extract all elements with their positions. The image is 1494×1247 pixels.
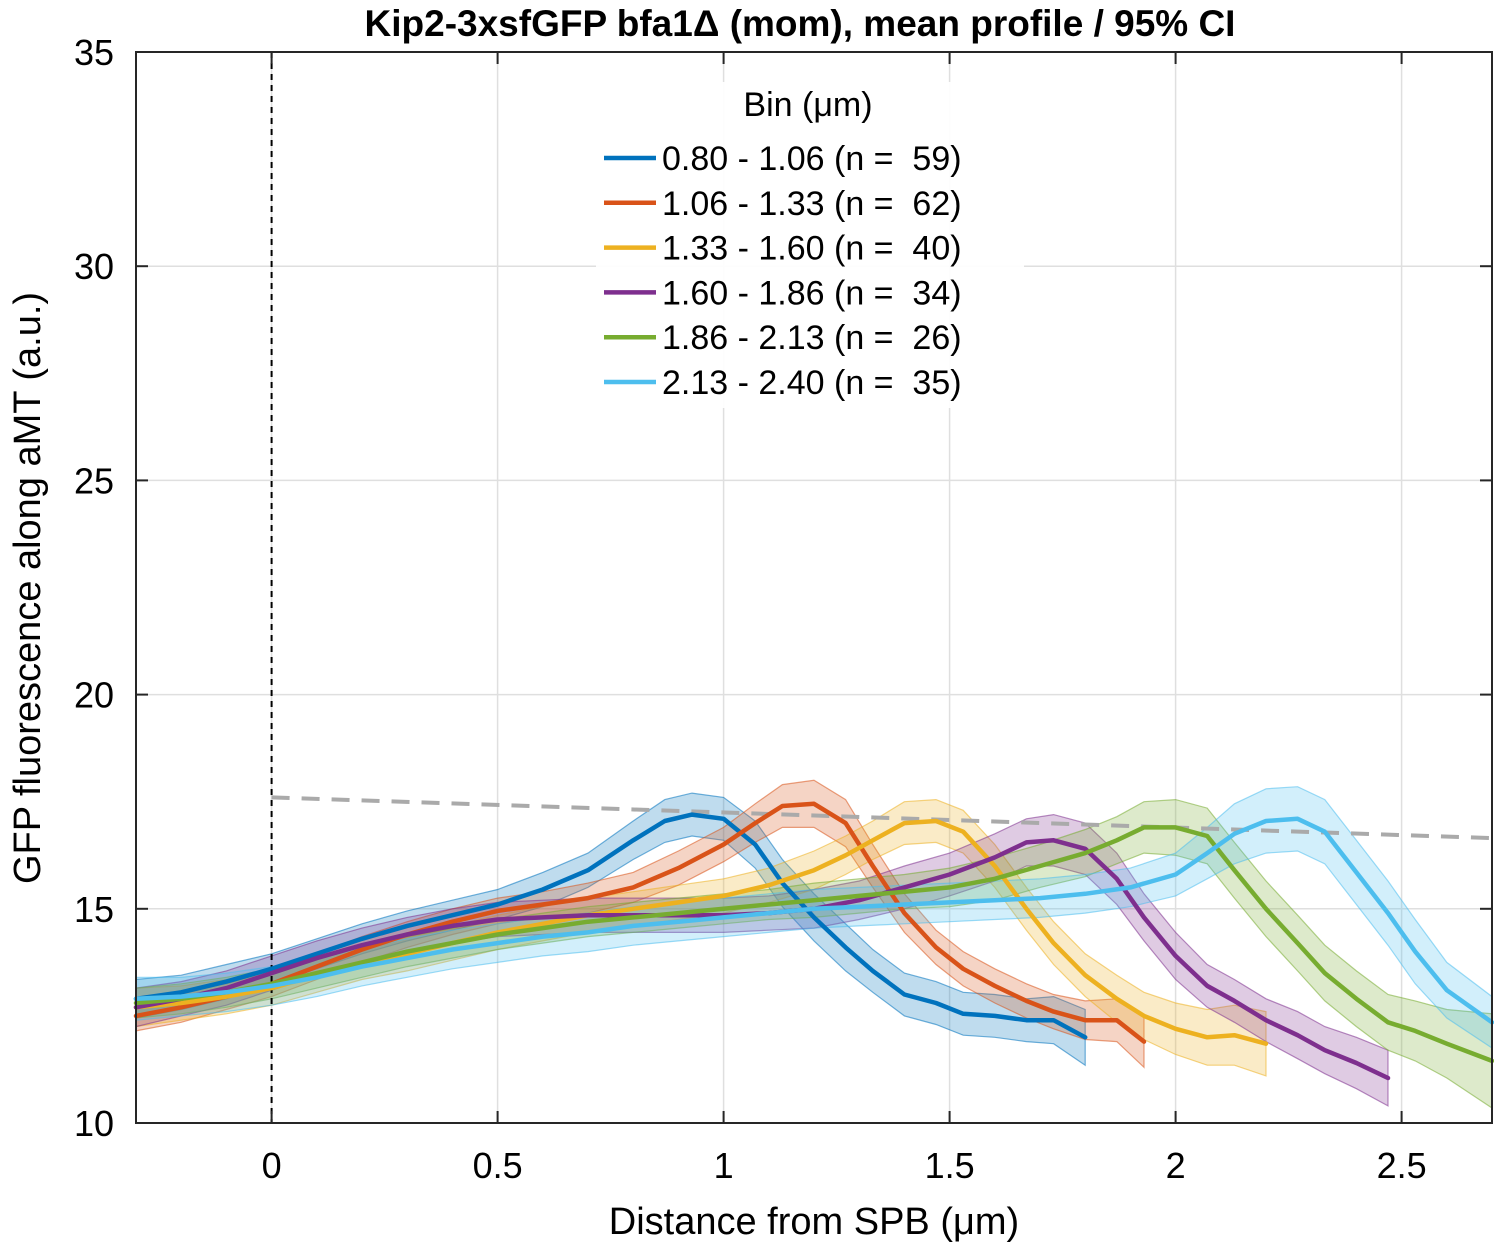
chart-title: Kip2-3xsfGFP bfa1Δ (mom), mean profile /…: [365, 3, 1236, 44]
legend: Bin (μm) 0.80 - 1.06 (n = 59) 1.06 - 1.33…: [596, 82, 1024, 408]
legend-entry-2: 1.06 - 1.33 (n = 62): [662, 185, 962, 223]
y-axis-label: GFP fluorescence along aMT (a.u.): [7, 292, 49, 884]
series-line-1: [133, 812, 1088, 1040]
axis-ticks: 0 0.5 1 1.5 2 2.5 10 15 20 25 30 35: [74, 32, 1492, 1186]
x-tick-label: 1: [714, 1145, 734, 1186]
y-tick-label: 30: [74, 246, 114, 287]
legend-entry-3: 1.33 - 1.60 (n = 40): [662, 230, 962, 268]
legend-entry-6: 2.13 - 2.40 (n = 35): [662, 364, 962, 402]
x-tick-label: 2: [1166, 1145, 1186, 1186]
legend-title: Bin (μm): [743, 86, 872, 124]
series-lines: [133, 801, 1494, 1081]
x-tick-label: 0: [262, 1145, 282, 1186]
y-tick-label: 35: [74, 32, 114, 73]
x-tick-label: 0.5: [473, 1145, 523, 1186]
series-line-4: [133, 838, 1391, 1081]
y-tick-label: 10: [74, 1103, 114, 1144]
legend-entry-5: 1.86 - 2.13 (n = 26): [662, 319, 962, 357]
y-tick-label: 25: [74, 460, 114, 501]
legend-entry-1: 0.80 - 1.06 (n = 59): [662, 140, 962, 178]
series-line-2: [133, 801, 1147, 1044]
legend-entry-4: 1.60 - 1.86 (n = 34): [662, 274, 962, 312]
series-line-5: [133, 825, 1494, 1064]
trend-reference-line: [271, 795, 1493, 841]
y-tick-label: 15: [74, 889, 114, 930]
series-line-6: [133, 816, 1494, 1025]
x-tick-label: 1.5: [925, 1145, 975, 1186]
legend-box: [596, 82, 1024, 408]
x-axis-label: Distance from SPB (μm): [609, 1201, 1019, 1243]
reference-lines: [270, 52, 1493, 1123]
x-tick-label: 2.5: [1377, 1145, 1427, 1186]
y-tick-label: 20: [74, 675, 114, 716]
plot-frame: [135, 51, 1493, 1124]
